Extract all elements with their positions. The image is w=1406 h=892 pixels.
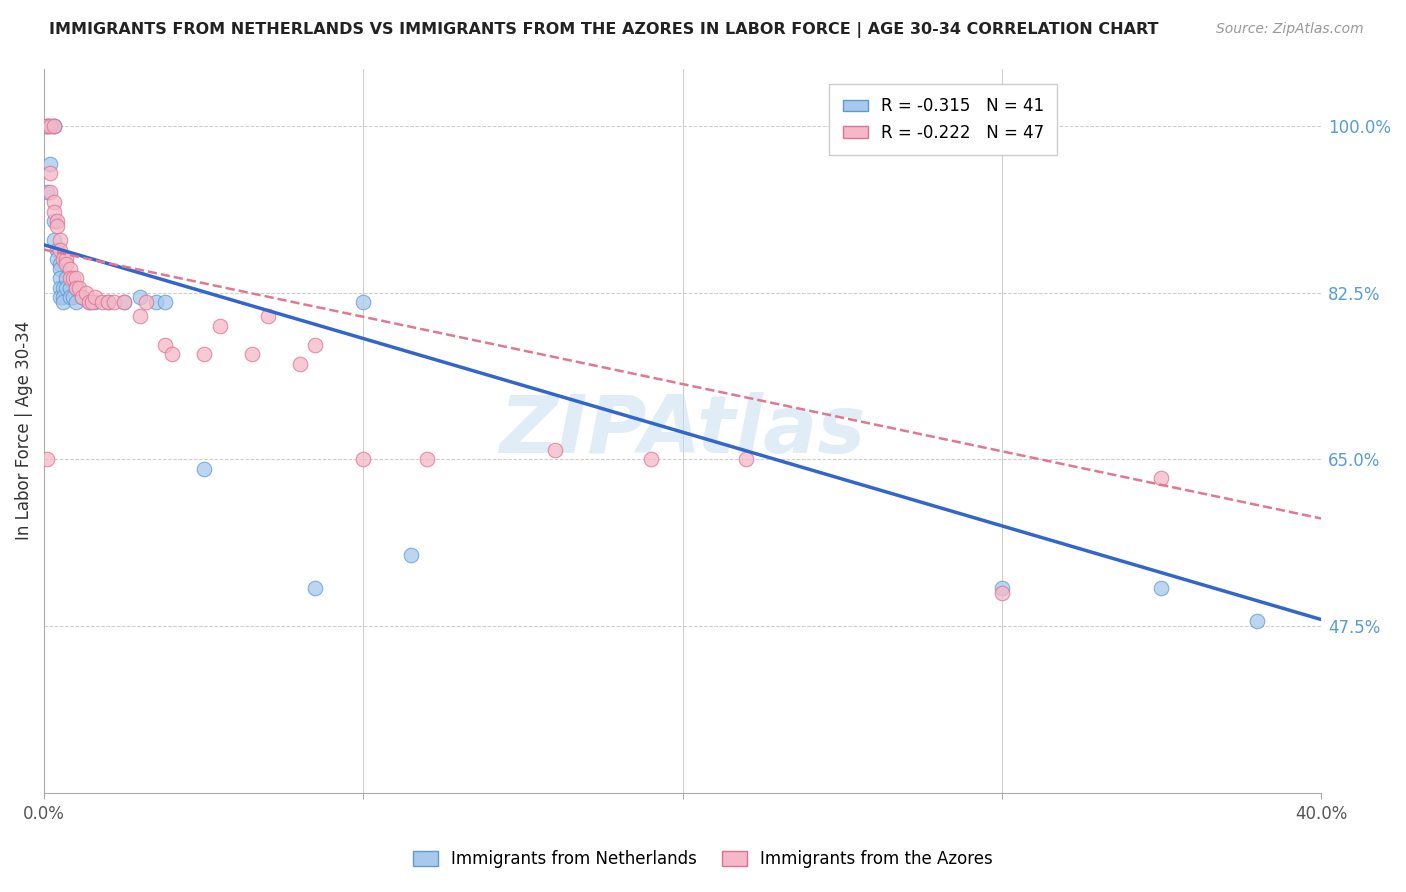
Point xyxy=(90,295,112,310)
Point xyxy=(59,290,82,304)
Legend: R = -0.315   N = 41, R = -0.222   N = 47: R = -0.315 N = 41, R = -0.222 N = 47 xyxy=(830,84,1057,155)
Point xyxy=(45,219,67,233)
Point xyxy=(97,295,120,310)
Point xyxy=(52,281,75,295)
Point xyxy=(256,310,278,324)
Point xyxy=(155,338,177,352)
Point xyxy=(52,295,75,310)
Point xyxy=(991,586,1014,600)
Point xyxy=(1246,615,1268,629)
Point xyxy=(62,271,84,285)
Point xyxy=(991,581,1014,595)
Point xyxy=(240,347,263,361)
Point xyxy=(75,285,97,300)
Point xyxy=(37,452,59,467)
Point xyxy=(39,166,62,180)
Point xyxy=(84,295,107,310)
Point xyxy=(62,290,84,304)
Point xyxy=(352,295,374,310)
Point xyxy=(42,204,65,219)
Point xyxy=(155,295,177,310)
Point xyxy=(37,119,59,133)
Point xyxy=(49,243,72,257)
Point xyxy=(39,119,62,133)
Point xyxy=(544,442,567,457)
Point xyxy=(65,281,87,295)
Point xyxy=(97,295,120,310)
Point xyxy=(193,462,215,476)
Point xyxy=(65,271,87,285)
Point xyxy=(112,295,135,310)
Point xyxy=(52,252,75,267)
Point xyxy=(49,281,72,295)
Text: IMMIGRANTS FROM NETHERLANDS VS IMMIGRANTS FROM THE AZORES IN LABOR FORCE | AGE 3: IMMIGRANTS FROM NETHERLANDS VS IMMIGRANT… xyxy=(49,22,1159,38)
Point xyxy=(49,257,72,271)
Point xyxy=(103,295,125,310)
Legend: Immigrants from Netherlands, Immigrants from the Azores: Immigrants from Netherlands, Immigrants … xyxy=(406,844,1000,875)
Point xyxy=(352,452,374,467)
Point xyxy=(39,157,62,171)
Point xyxy=(49,233,72,247)
Point xyxy=(37,119,59,133)
Point xyxy=(42,119,65,133)
Point xyxy=(59,261,82,276)
Point xyxy=(145,295,167,310)
Point xyxy=(77,295,100,310)
Point xyxy=(84,290,107,304)
Point xyxy=(55,271,77,285)
Point xyxy=(42,119,65,133)
Point xyxy=(135,295,157,310)
Point xyxy=(65,295,87,310)
Point xyxy=(65,281,87,295)
Point xyxy=(304,338,326,352)
Point xyxy=(55,281,77,295)
Point xyxy=(640,452,662,467)
Point xyxy=(288,357,311,371)
Point xyxy=(37,119,59,133)
Point xyxy=(304,581,326,595)
Point xyxy=(49,290,72,304)
Point xyxy=(416,452,439,467)
Text: ZIPAtlas: ZIPAtlas xyxy=(499,392,866,470)
Point xyxy=(49,261,72,276)
Point xyxy=(77,295,100,310)
Point xyxy=(208,318,231,333)
Point xyxy=(399,548,422,562)
Point xyxy=(80,295,103,310)
Point xyxy=(42,119,65,133)
Point xyxy=(112,295,135,310)
Point xyxy=(49,271,72,285)
Point xyxy=(160,347,183,361)
Point xyxy=(735,452,758,467)
Point xyxy=(55,257,77,271)
Point xyxy=(45,243,67,257)
Point xyxy=(52,290,75,304)
Point xyxy=(193,347,215,361)
Point xyxy=(55,252,77,267)
Y-axis label: In Labor Force | Age 30-34: In Labor Force | Age 30-34 xyxy=(15,321,32,541)
Point xyxy=(1150,581,1173,595)
Point xyxy=(42,233,65,247)
Point xyxy=(45,214,67,228)
Point xyxy=(39,186,62,200)
Point xyxy=(42,194,65,209)
Point xyxy=(128,310,150,324)
Point xyxy=(72,290,94,304)
Point xyxy=(59,271,82,285)
Point xyxy=(59,281,82,295)
Point xyxy=(37,186,59,200)
Point xyxy=(42,214,65,228)
Point xyxy=(72,290,94,304)
Point xyxy=(39,119,62,133)
Text: Source: ZipAtlas.com: Source: ZipAtlas.com xyxy=(1216,22,1364,37)
Point xyxy=(45,252,67,267)
Point xyxy=(67,281,90,295)
Point xyxy=(128,290,150,304)
Point xyxy=(1150,471,1173,485)
